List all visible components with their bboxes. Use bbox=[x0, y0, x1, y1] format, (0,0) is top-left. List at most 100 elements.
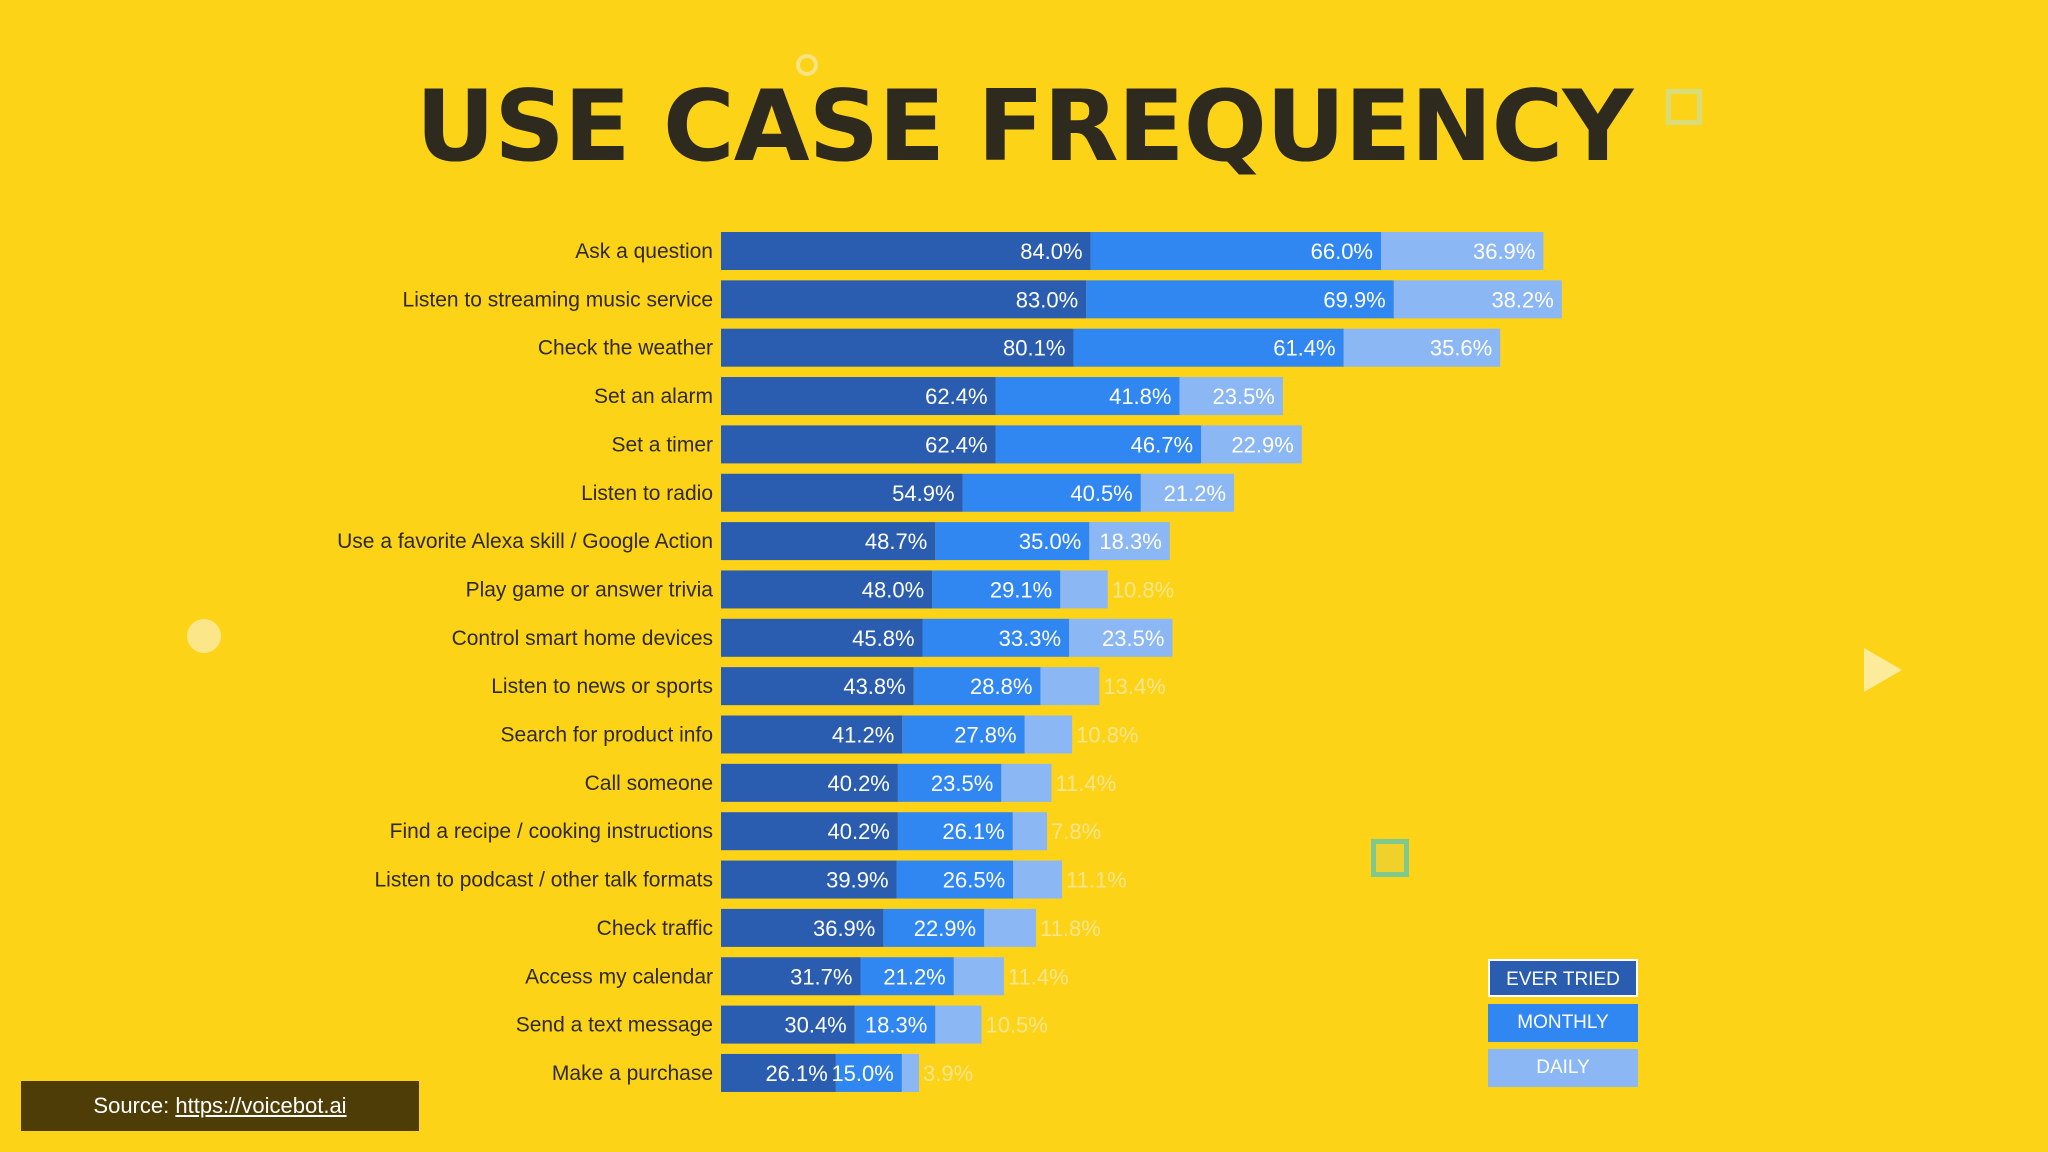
category-label: Check the weather bbox=[538, 337, 713, 360]
value-label-ever-tried: 62.4% bbox=[925, 384, 987, 409]
bar-ever-tried bbox=[721, 715, 903, 754]
value-label-daily: 23.5% bbox=[1102, 626, 1164, 651]
value-label-daily: 38.2% bbox=[1491, 287, 1553, 312]
bar-ever-tried bbox=[721, 618, 923, 657]
value-label-ever-tried: 45.8% bbox=[852, 626, 914, 651]
bar-monthly bbox=[902, 715, 1025, 754]
bar-daily bbox=[1201, 425, 1302, 464]
bar-ever-tried bbox=[721, 667, 914, 706]
bar-ever-tried bbox=[721, 1053, 836, 1092]
category-label: Make a purchase bbox=[552, 1062, 713, 1085]
value-label-daily: 3.9% bbox=[923, 1061, 973, 1086]
bar-ever-tried bbox=[721, 860, 897, 899]
value-label-monthly: 28.8% bbox=[970, 674, 1032, 699]
value-label-ever-tried: 40.2% bbox=[827, 819, 889, 844]
value-label-ever-tried: 31.7% bbox=[790, 964, 852, 989]
bar-daily bbox=[901, 1053, 919, 1092]
bar-monthly bbox=[897, 812, 1013, 851]
bar-daily bbox=[1381, 232, 1544, 270]
legend: EVER TRIED MONTHLY DAILY bbox=[1488, 959, 1638, 1094]
bar-ever-tried bbox=[721, 232, 1091, 270]
value-label-monthly: 27.8% bbox=[954, 723, 1016, 748]
bar-monthly bbox=[995, 377, 1180, 416]
value-label-daily: 35.6% bbox=[1430, 336, 1492, 361]
value-label-monthly: 33.3% bbox=[999, 626, 1061, 651]
category-label: Set a timer bbox=[611, 433, 713, 456]
value-label-monthly: 41.8% bbox=[1109, 384, 1171, 409]
bar-ever-tried bbox=[721, 280, 1087, 319]
bar-daily bbox=[1024, 715, 1073, 754]
bar-monthly bbox=[1086, 280, 1394, 319]
bar-monthly bbox=[860, 957, 954, 996]
bar-ever-tried bbox=[721, 328, 1074, 367]
bar-daily bbox=[1393, 280, 1562, 319]
category-label: Find a recipe / cooking instructions bbox=[390, 820, 713, 843]
bar-daily bbox=[1060, 570, 1108, 609]
bar-monthly bbox=[962, 473, 1141, 512]
bar-daily bbox=[1140, 473, 1235, 512]
value-label-monthly: 29.1% bbox=[990, 577, 1052, 602]
bar-daily bbox=[984, 908, 1037, 947]
category-label: Check traffic bbox=[597, 917, 713, 940]
bar-monthly bbox=[1090, 232, 1381, 270]
category-label: Listen to streaming music service bbox=[403, 288, 713, 311]
bar-ever-tried bbox=[721, 522, 936, 561]
value-label-ever-tried: 62.4% bbox=[925, 432, 987, 457]
category-label: Search for product info bbox=[501, 724, 713, 747]
category-label: Play game or answer trivia bbox=[466, 578, 714, 601]
bar-daily bbox=[1001, 763, 1052, 802]
decorative-ring-icon bbox=[796, 54, 818, 76]
bar-ever-tried bbox=[721, 1005, 855, 1044]
value-label-daily: 13.4% bbox=[1103, 674, 1165, 699]
bar-monthly bbox=[854, 1005, 936, 1044]
value-label-daily: 7.8% bbox=[1051, 819, 1101, 844]
bar-daily bbox=[1179, 377, 1283, 416]
value-label-monthly: 40.5% bbox=[1070, 481, 1132, 506]
value-label-monthly: 26.1% bbox=[942, 819, 1004, 844]
bar-monthly bbox=[922, 618, 1070, 657]
bar-daily bbox=[1089, 522, 1170, 561]
value-label-monthly: 15.0% bbox=[831, 1061, 893, 1086]
value-label-monthly: 26.5% bbox=[943, 868, 1005, 893]
value-label-daily: 23.5% bbox=[1212, 384, 1274, 409]
source-link[interactable]: https://voicebot.ai bbox=[175, 1093, 347, 1118]
value-label-daily: 10.5% bbox=[985, 1013, 1047, 1038]
category-label: Control smart home devices bbox=[452, 627, 713, 650]
value-label-daily: 18.3% bbox=[1099, 529, 1161, 554]
value-label-monthly: 18.3% bbox=[865, 1013, 927, 1038]
value-label-monthly: 23.5% bbox=[931, 771, 993, 796]
bar-ever-tried bbox=[721, 425, 996, 464]
bar-monthly bbox=[835, 1053, 902, 1092]
bar-daily bbox=[935, 1005, 982, 1044]
bar-monthly bbox=[913, 667, 1041, 706]
bar-daily bbox=[1040, 667, 1100, 706]
value-label-ever-tried: 40.2% bbox=[827, 771, 889, 796]
decorative-square-icon bbox=[1666, 89, 1702, 125]
value-label-monthly: 69.9% bbox=[1323, 287, 1385, 312]
chart-title: USE CASE FREQUENCY bbox=[415, 70, 1634, 184]
value-label-monthly: 21.2% bbox=[883, 964, 945, 989]
value-label-monthly: 46.7% bbox=[1131, 432, 1193, 457]
value-label-ever-tried: 83.0% bbox=[1016, 287, 1078, 312]
decorative-square-icon bbox=[1371, 839, 1409, 877]
legend-ever-tried: EVER TRIED bbox=[1488, 959, 1638, 997]
value-label-ever-tried: 43.8% bbox=[843, 674, 905, 699]
value-label-ever-tried: 54.9% bbox=[892, 481, 954, 506]
bar-monthly bbox=[897, 763, 1002, 802]
bar-daily bbox=[953, 957, 1004, 996]
bar-monthly bbox=[932, 570, 1061, 609]
legend-monthly: MONTHLY bbox=[1488, 1004, 1638, 1042]
category-label: Call someone bbox=[585, 772, 713, 795]
category-label: Access my calendar bbox=[525, 965, 713, 988]
value-label-monthly: 35.0% bbox=[1019, 529, 1081, 554]
bar-ever-tried bbox=[721, 763, 898, 802]
category-label: Use a favorite Alexa skill / Google Acti… bbox=[337, 530, 713, 553]
value-label-ever-tried: 84.0% bbox=[1020, 239, 1082, 264]
value-label-daily: 10.8% bbox=[1112, 577, 1174, 602]
decorative-dot-icon bbox=[187, 619, 221, 653]
legend-daily: DAILY bbox=[1488, 1049, 1638, 1087]
value-label-daily: 11.4% bbox=[1055, 771, 1116, 796]
category-label: Listen to radio bbox=[581, 482, 713, 505]
bar-daily bbox=[1013, 860, 1062, 899]
